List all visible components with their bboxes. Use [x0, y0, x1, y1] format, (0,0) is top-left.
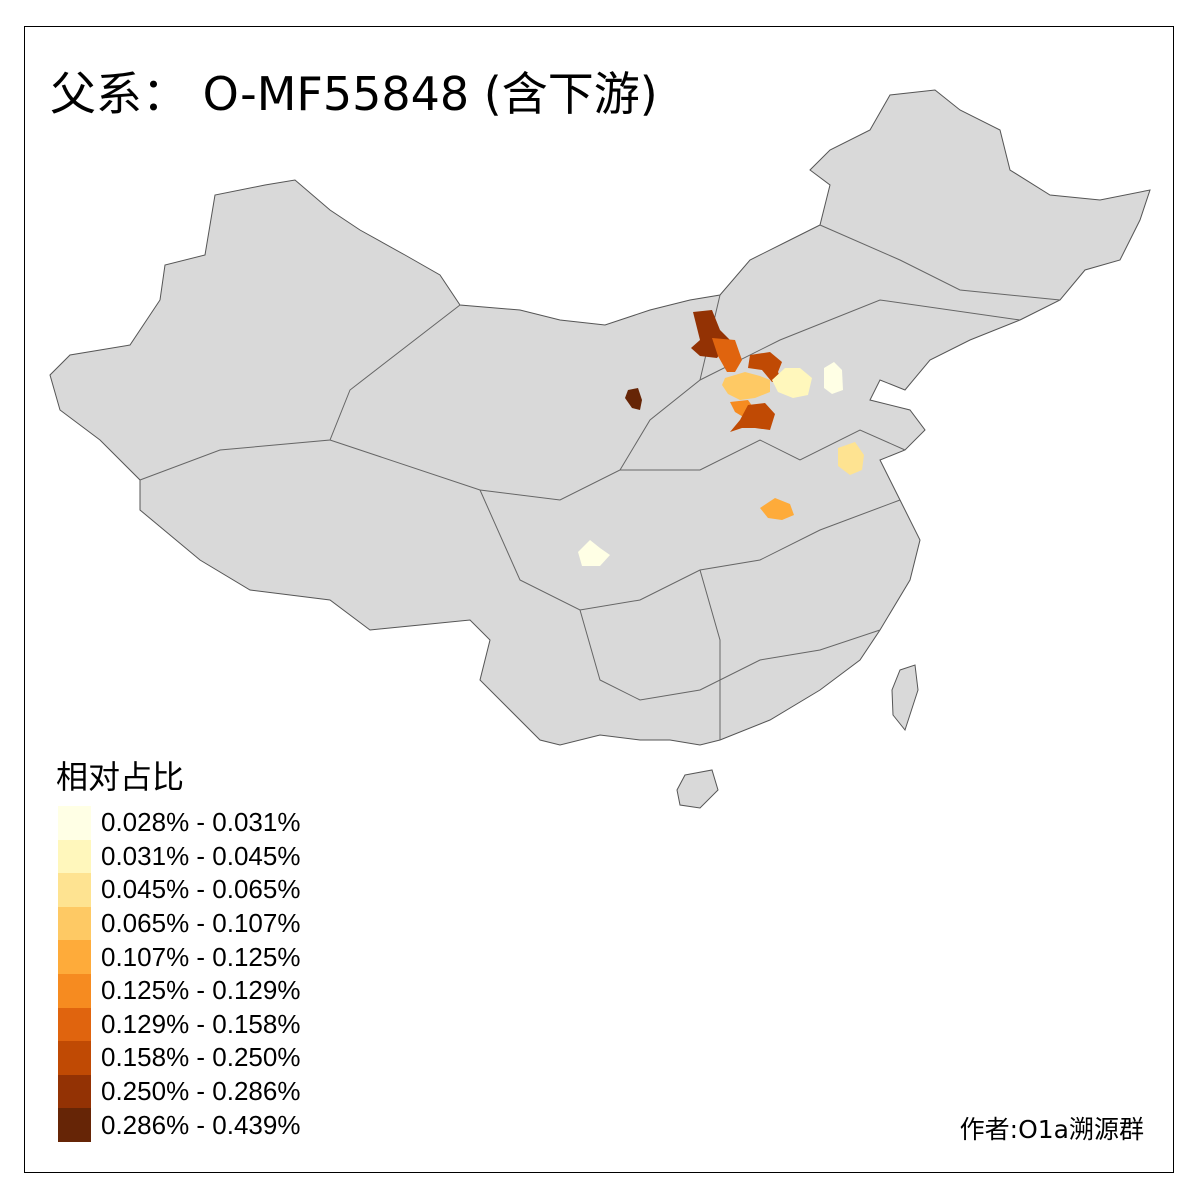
legend-item: 0.158% - 0.250% — [58, 1041, 300, 1075]
legend-swatch — [58, 839, 91, 874]
legend-label: 0.250% - 0.286% — [101, 1076, 301, 1107]
china-mainland — [49, 89, 1151, 746]
legend-swatch — [58, 973, 91, 1008]
legend-item: 0.045% - 0.065% — [58, 873, 300, 907]
legend-label: 0.125% - 0.129% — [101, 975, 301, 1006]
highlighted-region — [625, 388, 642, 410]
hainan — [676, 769, 719, 809]
highlighted-region — [730, 403, 775, 432]
map-frame — [24, 26, 1174, 1173]
legend-label: 0.158% - 0.250% — [101, 1042, 301, 1073]
highlighted-regions — [578, 310, 864, 566]
highlighted-region — [578, 540, 610, 566]
legend: 0.028% - 0.031% 0.031% - 0.045% 0.045% - 0… — [58, 806, 300, 1142]
taiwan — [891, 664, 919, 732]
legend-item: 0.031% - 0.045% — [58, 839, 301, 874]
highlighted-region — [760, 498, 794, 520]
legend-label: 0.065% - 0.107% — [101, 908, 301, 939]
highlighted-region — [712, 338, 742, 372]
highlighted-region — [722, 372, 770, 400]
legend-label: 0.028% - 0.031% — [101, 807, 301, 838]
legend-item: 0.065% - 0.107% — [58, 906, 301, 941]
page-title: 父系： O-MF55848 (含下游) — [50, 67, 658, 121]
legend-swatch — [58, 1041, 91, 1075]
legend-label: 0.045% - 0.065% — [101, 874, 301, 905]
province-borders — [139, 224, 1061, 740]
legend-swatch — [58, 1007, 91, 1042]
legend-item: 0.107% - 0.125% — [58, 940, 300, 974]
legend-item: 0.250% - 0.286% — [58, 1074, 301, 1109]
legend-item: 0.129% - 0.158% — [58, 1007, 301, 1042]
legend-item: 0.028% - 0.031% — [58, 806, 300, 840]
legend-item: 0.125% - 0.129% — [58, 973, 301, 1008]
highlighted-region — [824, 362, 843, 394]
legend-label: 0.107% - 0.125% — [101, 941, 301, 972]
legend-item: 0.286% - 0.439% — [58, 1108, 300, 1142]
legend-title: 相对占比 — [56, 758, 185, 796]
legend-label: 0.031% - 0.045% — [101, 840, 301, 871]
legend-swatch — [58, 873, 91, 907]
legend-label: 0.286% - 0.439% — [101, 1109, 301, 1140]
legend-label: 0.129% - 0.158% — [101, 1008, 301, 1039]
legend-swatch — [58, 1108, 91, 1142]
legend-swatch — [58, 940, 91, 974]
highlighted-region — [748, 352, 782, 382]
highlighted-region — [838, 442, 864, 475]
legend-swatch — [58, 906, 91, 941]
legend-swatch — [58, 1074, 91, 1109]
legend-swatch — [58, 806, 91, 840]
author-credit: 作者:O1a溯源群 — [959, 1115, 1144, 1144]
highlighted-region — [772, 368, 812, 398]
